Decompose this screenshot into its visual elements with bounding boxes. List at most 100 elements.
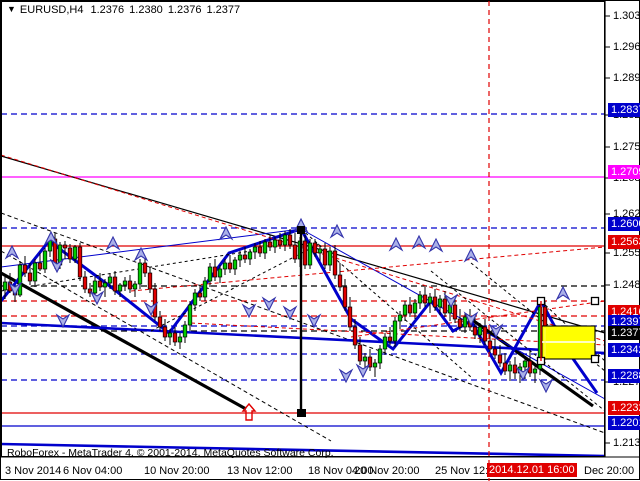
candle bbox=[332, 250, 338, 276]
fractal-down-icon bbox=[488, 323, 504, 339]
candle bbox=[387, 336, 393, 342]
candle bbox=[242, 254, 248, 260]
price-tag-black[interactable]: 1.2377 bbox=[608, 326, 640, 340]
fractal-down-icon bbox=[241, 303, 257, 319]
candle bbox=[212, 266, 218, 278]
candle bbox=[72, 246, 78, 260]
quote-open: 1.2376 bbox=[90, 4, 125, 16]
candle bbox=[427, 296, 433, 304]
candle bbox=[27, 272, 33, 282]
candle bbox=[262, 241, 268, 254]
price-tag-magenta[interactable]: 1.2709 bbox=[608, 165, 640, 179]
candle bbox=[257, 246, 263, 254]
candle bbox=[237, 254, 243, 261]
candle bbox=[507, 364, 513, 372]
candle bbox=[132, 283, 138, 290]
candle bbox=[377, 348, 383, 364]
candle bbox=[342, 286, 348, 308]
candle bbox=[457, 318, 463, 328]
buy-arrow-marker[interactable] bbox=[241, 402, 257, 421]
time-axis-tick-label: 18 Nov 04:00 bbox=[308, 465, 374, 477]
fractal-up-icon bbox=[105, 235, 121, 251]
resize-handle[interactable] bbox=[590, 354, 600, 364]
fractal-down-icon bbox=[355, 363, 371, 379]
candle bbox=[77, 246, 83, 278]
resize-handle[interactable] bbox=[590, 296, 600, 306]
candle bbox=[407, 304, 413, 314]
horizontal-price-levels bbox=[1, 113, 605, 427]
candle bbox=[32, 262, 38, 282]
fractal-down-icon bbox=[443, 293, 459, 309]
candle bbox=[357, 344, 363, 362]
candle bbox=[302, 240, 308, 266]
candle bbox=[477, 326, 483, 336]
candle bbox=[182, 324, 188, 338]
candle bbox=[487, 340, 493, 350]
candle bbox=[197, 292, 203, 298]
candle bbox=[177, 336, 183, 343]
price-axis-tick-label: 1.2135 bbox=[613, 437, 640, 449]
price-tag-blue[interactable]: 1.2600 bbox=[608, 217, 640, 231]
time-axis-tick-label: Dec 20:00 bbox=[584, 465, 635, 477]
candle bbox=[227, 262, 233, 270]
price-tag-red[interactable]: 1.2232 bbox=[608, 401, 640, 415]
candle bbox=[462, 316, 468, 328]
candle bbox=[117, 284, 123, 292]
candle bbox=[437, 298, 443, 308]
time-axis-tick-label: 6 Nov 04:00 bbox=[63, 465, 123, 477]
candle bbox=[382, 336, 388, 350]
price-axis-tick-label: 1.2960 bbox=[613, 41, 640, 53]
candle bbox=[322, 248, 328, 266]
price-axis-tick-label: 1.3030 bbox=[613, 10, 640, 22]
buy-arrow-marker[interactable] bbox=[241, 402, 257, 421]
candlestick-series bbox=[2, 229, 568, 383]
candle bbox=[367, 356, 373, 368]
price-axis-tick-label: 1.2755 bbox=[613, 141, 640, 153]
candle bbox=[352, 326, 358, 346]
candle bbox=[37, 262, 43, 270]
price-axis-tick-label: 1.2550 bbox=[613, 247, 640, 259]
fractal-down-icon bbox=[49, 258, 65, 274]
price-tag-blue[interactable]: 1.2397 bbox=[608, 315, 640, 329]
fractal-up-icon bbox=[388, 236, 404, 252]
candle bbox=[247, 251, 253, 260]
candle bbox=[277, 239, 283, 246]
price-tag-blue[interactable]: 1.2201 bbox=[608, 416, 640, 430]
candle bbox=[347, 306, 353, 328]
price-tag-blue[interactable]: 1.2288 bbox=[608, 369, 640, 383]
price-tag-red[interactable]: 1.2563 bbox=[608, 235, 640, 249]
candle bbox=[312, 242, 318, 254]
candle bbox=[512, 364, 518, 374]
candle bbox=[412, 302, 418, 314]
price-tag-blue[interactable]: 1.2837 bbox=[608, 103, 640, 117]
price-tag-blue[interactable]: 1.2342 bbox=[608, 343, 640, 357]
time-axis-tick-label: 3 Nov 2014 bbox=[5, 465, 62, 477]
fractal-up-icon bbox=[43, 230, 59, 246]
candle bbox=[67, 247, 73, 260]
candle bbox=[472, 326, 478, 336]
fractal-up-icon bbox=[555, 285, 571, 301]
fractal-up-icon bbox=[218, 225, 234, 241]
fractal-down-icon bbox=[261, 296, 277, 312]
fractal-down-icon bbox=[282, 305, 298, 321]
time-axis-tick-label: 25 Nov 12:00 bbox=[435, 465, 501, 477]
fractal-down-icon bbox=[306, 313, 322, 329]
fractal-up-icon bbox=[329, 223, 345, 239]
fractal-down-icon bbox=[55, 313, 71, 329]
fractal-down-icon bbox=[89, 290, 105, 306]
fractal-down-icon bbox=[338, 368, 354, 384]
candle bbox=[522, 360, 528, 368]
candle bbox=[492, 348, 498, 356]
candle bbox=[362, 356, 368, 362]
candle bbox=[372, 362, 378, 368]
triangle-down-icon[interactable]: ▼ bbox=[7, 4, 16, 14]
candle bbox=[97, 280, 103, 288]
fractal-down-icon bbox=[538, 378, 554, 394]
candle bbox=[202, 280, 208, 298]
candle bbox=[22, 264, 28, 274]
candle bbox=[287, 234, 293, 246]
candle bbox=[217, 268, 223, 278]
quote-close: 1.2377 bbox=[206, 4, 241, 16]
